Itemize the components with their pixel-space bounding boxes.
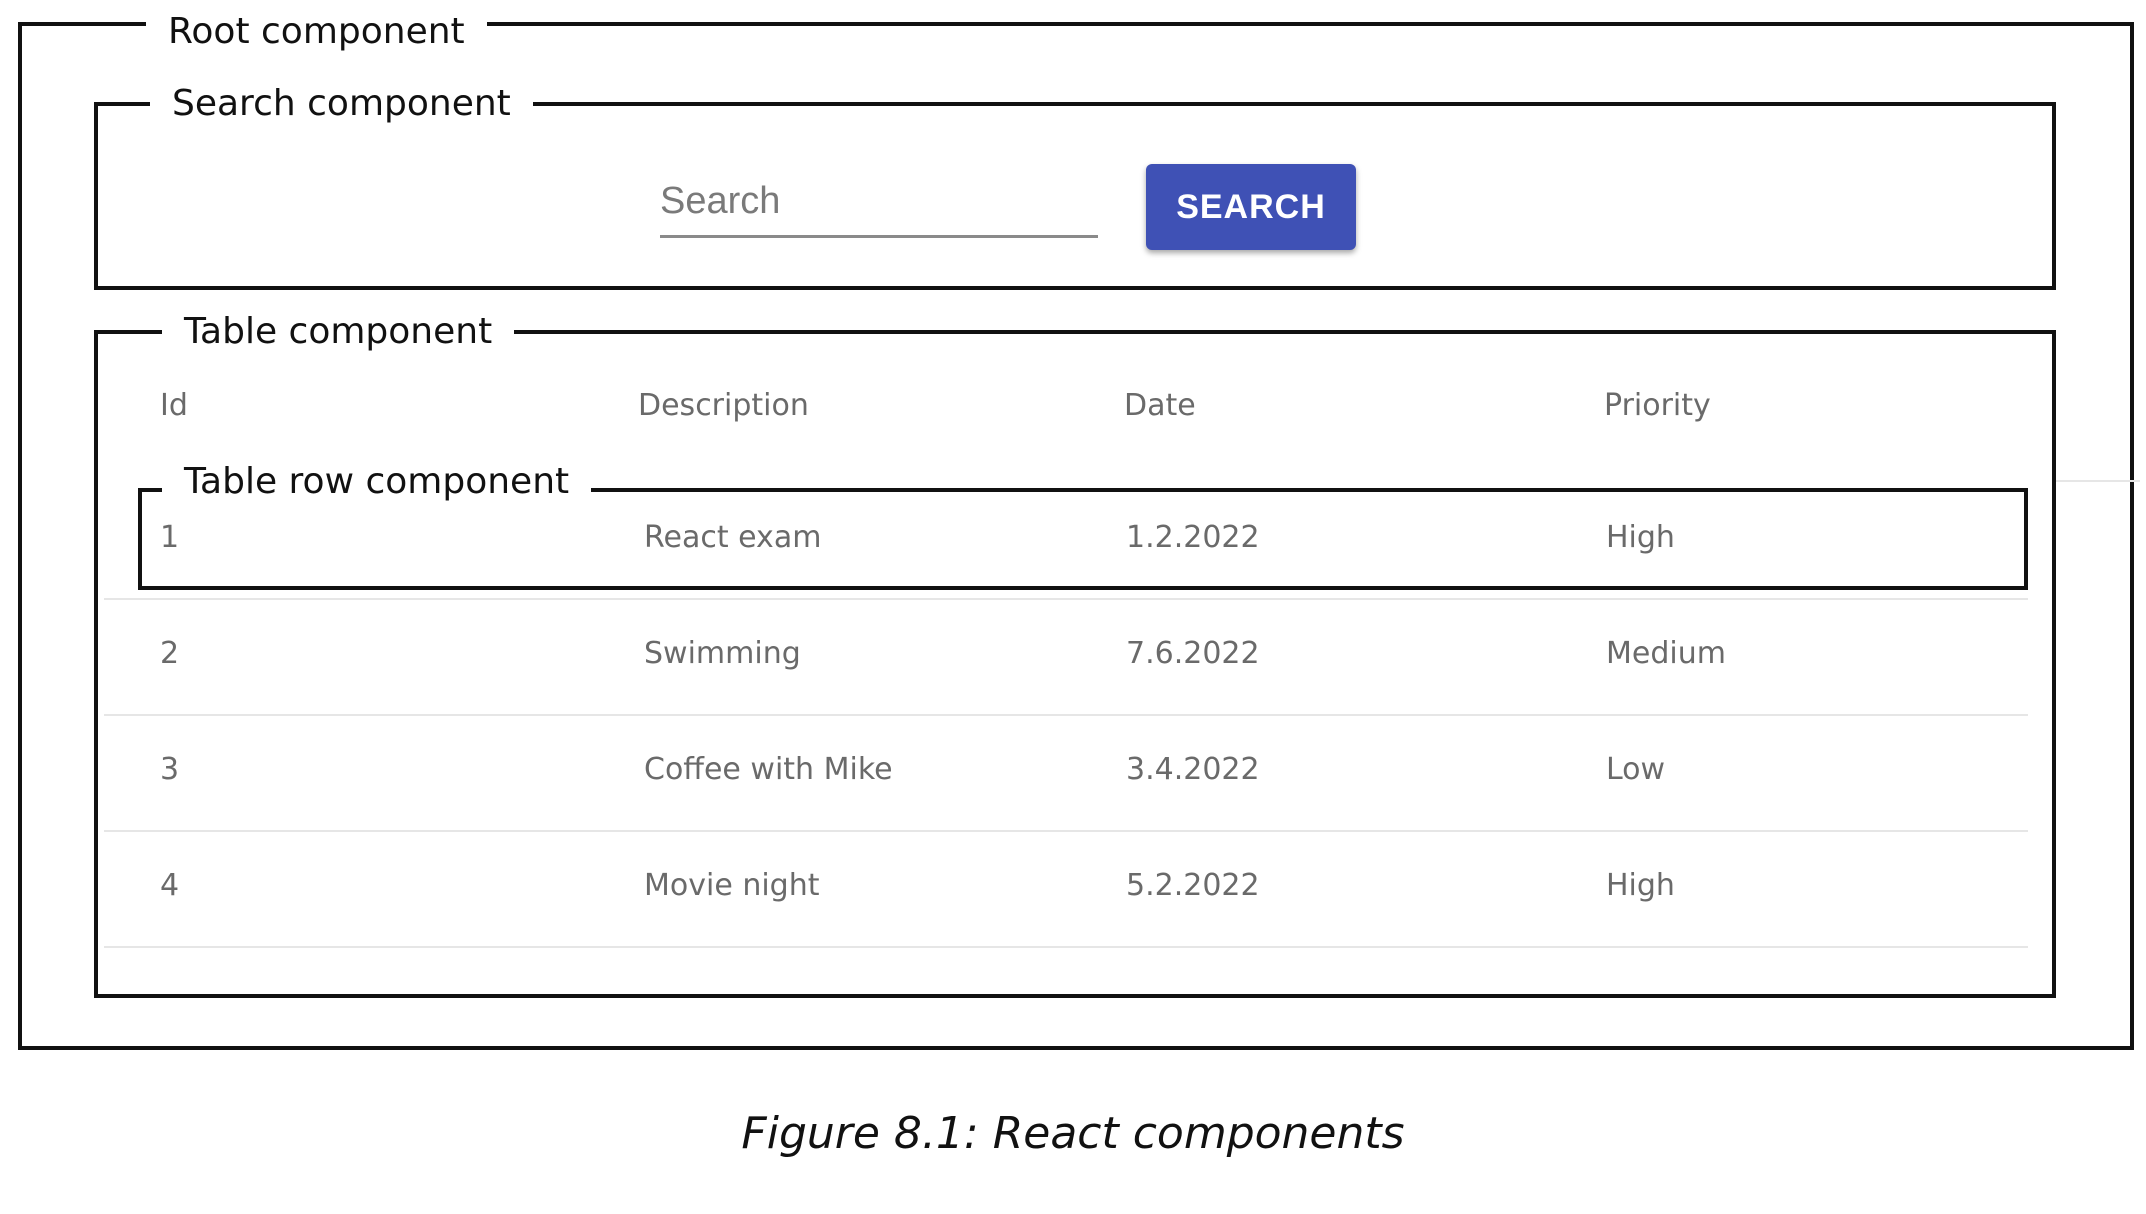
figure-caption: Figure 8.1: React components — [741, 1108, 1405, 1159]
row-priority: High — [1606, 868, 1675, 903]
row-id: 1 — [160, 520, 180, 555]
table-row[interactable]: 4 Movie night 5.2.2022 High — [104, 830, 2028, 946]
row-id: 4 — [160, 868, 180, 903]
row-description: React exam — [644, 520, 822, 555]
row-divider — [104, 830, 2028, 832]
column-header-priority[interactable]: Priority — [1604, 388, 1711, 423]
row-priority: Medium — [1606, 636, 1726, 671]
table-row[interactable]: 2 Swimming 7.6.2022 Medium — [104, 598, 2028, 714]
table-component-frame — [94, 330, 2056, 998]
root-component-label: Root component — [146, 10, 487, 54]
row-priority: Low — [1606, 752, 1666, 787]
column-header-description[interactable]: Description — [638, 388, 809, 423]
row-id: 2 — [160, 636, 180, 671]
table-row-component-label: Table row component — [162, 460, 592, 504]
row-divider — [104, 714, 2028, 716]
row-date: 1.2.2022 — [1126, 520, 1260, 555]
row-description: Movie night — [644, 868, 820, 903]
table-row[interactable]: 3 Coffee with Mike 3.4.2022 Low — [104, 714, 2028, 830]
column-header-id[interactable]: Id — [160, 388, 188, 423]
row-id: 3 — [160, 752, 180, 787]
search-component-label: Search component — [150, 82, 533, 126]
row-date: 3.4.2022 — [1126, 752, 1260, 787]
row-description: Coffee with Mike — [644, 752, 893, 787]
table-component-label: Table component — [162, 310, 515, 354]
search-component-frame — [94, 102, 2056, 290]
table-row-component-frame — [138, 488, 2028, 590]
table-row[interactable]: 1 React exam 1.2.2022 High — [104, 482, 2028, 598]
search-button[interactable]: SEARCH — [1146, 164, 1356, 250]
search-input[interactable] — [660, 168, 1098, 238]
header-divider — [2056, 480, 2140, 482]
row-divider — [104, 598, 2028, 600]
row-priority: High — [1606, 520, 1675, 555]
row-date: 5.2.2022 — [1126, 868, 1260, 903]
root-component-frame — [18, 22, 2134, 1050]
table-header: Id Description Date Priority — [104, 388, 2028, 438]
row-divider — [104, 946, 2028, 948]
row-date: 7.6.2022 — [1126, 636, 1260, 671]
column-header-date[interactable]: Date — [1124, 388, 1196, 423]
row-description: Swimming — [644, 636, 801, 671]
